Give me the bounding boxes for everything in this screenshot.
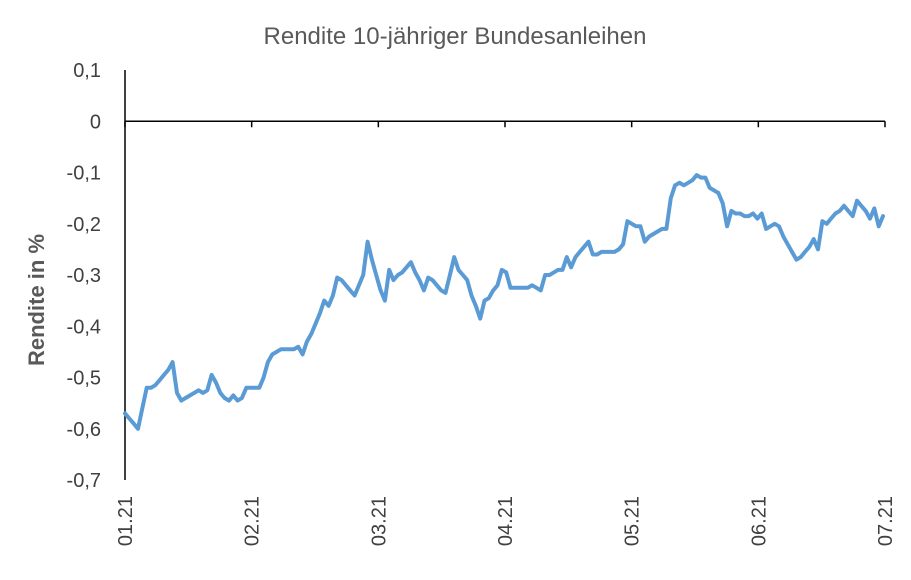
x-axis-tickmarks	[124, 121, 886, 128]
series-line	[123, 173, 885, 431]
x-tick-label: 03.21	[368, 496, 390, 546]
chart-title: Rendite 10-jähriger Bundesanleihen	[264, 23, 647, 50]
y-tick-label: 0	[90, 111, 101, 133]
y-tick-label: 0,1	[73, 60, 101, 82]
x-tick-label: 06.21	[748, 496, 770, 546]
x-tick-label: 02.21	[242, 496, 264, 546]
x-tick-label: 07.21	[875, 496, 897, 546]
y-tick-label: -0,3	[67, 265, 101, 287]
y-tick-label: -0,2	[67, 214, 101, 236]
x-tick-label: 01.21	[115, 496, 137, 546]
y-tick-label: -0,5	[67, 368, 101, 390]
y-tick-label: -0,7	[67, 470, 101, 492]
x-tick-label: 04.21	[495, 496, 517, 546]
y-axis-ticks: 0,1 0 -0,1 -0,2 -0,3 -0,4 -0,5 -0,6 -0,7	[67, 60, 101, 492]
x-axis-ticks: 01.21 02.21 03.21 04.21 05.21 06.21 07.21	[115, 496, 897, 546]
y-tick-label: -0,1	[67, 163, 101, 185]
y-tick-label: -0,4	[67, 316, 101, 338]
x-tick-label: 05.21	[622, 496, 644, 546]
y-tick-label: -0,6	[67, 419, 101, 441]
y-axis-label: Rendite in %	[24, 234, 49, 366]
